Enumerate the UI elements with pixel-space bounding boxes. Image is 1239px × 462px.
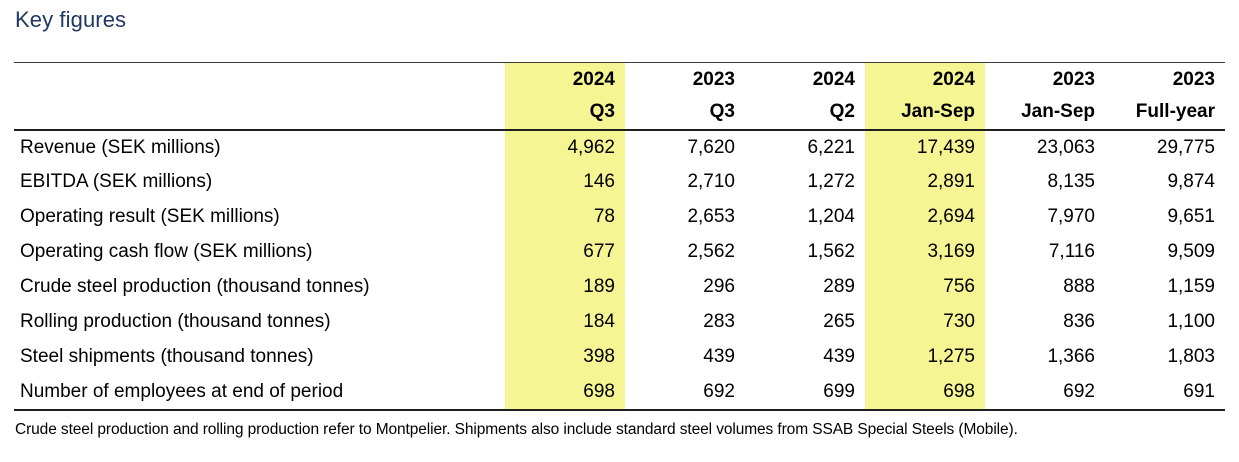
- cell-value: 2,694: [865, 199, 985, 235]
- cell-value: 698: [505, 374, 625, 411]
- page-title: Key figures: [15, 7, 127, 32]
- cell-value: 4,962: [505, 129, 625, 165]
- cell-value: 692: [985, 374, 1105, 411]
- row-label: Number of employees at end of period: [14, 374, 505, 411]
- table-header-row: 2024 Q3 2023 Q3 2024 Q2 2024 Jan-Sep 202…: [14, 62, 1225, 131]
- col-header-period: Jan-Sep: [1021, 100, 1095, 122]
- cell-value: 699: [745, 374, 865, 411]
- cell-value: 1,204: [807, 206, 855, 227]
- cell-value: 691: [1105, 374, 1225, 411]
- col-header-year: 2023: [1052, 68, 1095, 90]
- cell-value: 2,653: [687, 206, 735, 227]
- cell-value: 888: [1063, 276, 1095, 297]
- cell-value: 698: [865, 374, 985, 411]
- cell-value: 398: [505, 339, 625, 375]
- cell-value: 9,509: [1167, 241, 1215, 262]
- cell-value: 184: [505, 304, 625, 340]
- cell-value: 8,135: [1047, 171, 1095, 192]
- row-label: Operating cash flow (SEK millions): [20, 241, 313, 262]
- col-header-period: Q3: [709, 100, 735, 122]
- cell-value: 439: [823, 346, 855, 367]
- cell-value: 2,891: [865, 164, 985, 200]
- col-header-2023-q3: 2023 Q3: [625, 62, 745, 131]
- col-header-2024-q3: 2024 Q3: [505, 62, 625, 131]
- cell-value: 23,063: [1036, 136, 1095, 158]
- col-header-2023-jan-sep: 2023 Jan-Sep: [985, 62, 1105, 131]
- row-label: Revenue (SEK millions): [20, 136, 221, 158]
- cell-value: 289: [823, 276, 855, 297]
- key-figures-table: 2024 Q3 2023 Q3 2024 Q2 2024 Jan-Sep 202…: [14, 62, 1225, 411]
- table-row-revenue: Revenue (SEK millions) 4,962 7,620 6,221…: [14, 129, 1225, 165]
- cell-value: 2,562: [687, 241, 735, 262]
- cell-value: 7,116: [1048, 241, 1095, 262]
- cell-value: 17,439: [865, 129, 985, 165]
- row-label: Crude steel production (thousand tonnes): [20, 276, 370, 297]
- cell-value: 7,970: [1047, 206, 1095, 227]
- cell-value: 189: [505, 269, 625, 305]
- col-header-year: 2024: [572, 68, 615, 90]
- col-header-year: 2023: [1172, 68, 1215, 90]
- table-row-crude-steel-production: Crude steel production (thousand tonnes)…: [14, 269, 1225, 305]
- col-header-2023-full-year: 2023 Full-year: [1105, 62, 1225, 131]
- cell-value: 1,562: [807, 241, 855, 262]
- cell-value: 677: [505, 234, 625, 270]
- cell-value: 836: [1063, 311, 1095, 332]
- cell-value: 1,272: [807, 171, 855, 192]
- cell-value: 29,775: [1156, 136, 1215, 158]
- col-header-period: Q3: [589, 100, 615, 122]
- cell-value: 146: [505, 164, 625, 200]
- row-label: EBITDA (SEK millions): [20, 171, 213, 192]
- cell-value: 296: [703, 276, 735, 297]
- cell-value: 6,221: [807, 136, 855, 158]
- footnote: Crude steel production and rolling produ…: [15, 421, 1018, 438]
- col-header-year: 2024: [812, 68, 855, 90]
- cell-value: 9,874: [1167, 171, 1215, 192]
- table-row-rolling-production: Rolling production (thousand tonnes) 184…: [14, 304, 1225, 340]
- cell-value: 439: [703, 346, 735, 367]
- cell-value: 3,169: [865, 234, 985, 270]
- cell-value: 730: [865, 304, 985, 340]
- cell-value: 756: [865, 269, 985, 305]
- cell-value: 7,620: [687, 136, 735, 158]
- table-row-steel-shipments: Steel shipments (thousand tonnes) 398 43…: [14, 339, 1225, 375]
- cell-value: 265: [823, 311, 855, 332]
- row-label: Rolling production (thousand tonnes): [20, 311, 331, 332]
- cell-value: 78: [505, 199, 625, 235]
- cell-value: 1,803: [1167, 346, 1215, 367]
- table-row-employees: Number of employees at end of period 698…: [14, 374, 1225, 411]
- col-header-2024-q2: 2024 Q2: [745, 62, 865, 131]
- table-row-ebitda: EBITDA (SEK millions) 146 2,710 1,272 2,…: [14, 164, 1225, 200]
- col-header-period: Q2: [829, 100, 855, 122]
- cell-value: 1,159: [1167, 276, 1215, 297]
- col-header-year: 2024: [932, 68, 975, 90]
- col-header-period: Full-year: [1135, 100, 1215, 122]
- col-header-year: 2023: [692, 68, 735, 90]
- cell-value: 9,651: [1167, 206, 1215, 227]
- row-label: Operating result (SEK millions): [20, 206, 280, 227]
- cell-value: 692: [625, 374, 745, 411]
- cell-value: 2,710: [687, 171, 735, 192]
- cell-value: 1,275: [865, 339, 985, 375]
- row-label: Steel shipments (thousand tonnes): [20, 346, 314, 367]
- cell-value: 1,366: [1047, 346, 1095, 367]
- table-row-operating-result: Operating result (SEK millions) 78 2,653…: [14, 199, 1225, 235]
- table-row-operating-cash-flow: Operating cash flow (SEK millions) 677 2…: [14, 234, 1225, 270]
- header-spacer-cell: [14, 62, 505, 131]
- cell-value: 283: [703, 311, 735, 332]
- col-header-2024-jan-sep: 2024 Jan-Sep: [865, 62, 985, 131]
- cell-value: 1,100: [1167, 311, 1215, 332]
- col-header-period: Jan-Sep: [901, 100, 975, 122]
